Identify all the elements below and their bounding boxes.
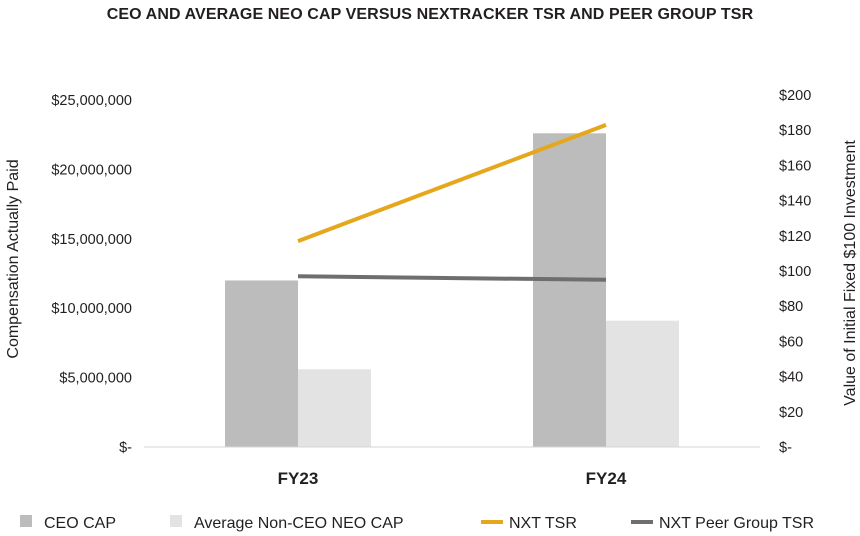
y-tick-label-right: $-: [779, 440, 792, 456]
bar-ceo-cap: [533, 133, 606, 447]
y-tick-label-left: $20,000,000: [51, 162, 132, 178]
legend-label-ceo-cap: CEO CAP: [44, 515, 116, 532]
x-category-label: FY23: [278, 469, 319, 488]
y-tick-label-right: $200: [779, 88, 811, 104]
y-tick-label-left: $15,000,000: [51, 232, 132, 248]
y-tick-label-left: $-: [119, 440, 132, 456]
bar-average-non-ceo-neo-cap: [298, 369, 371, 447]
y-tick-label-right: $60: [779, 334, 803, 350]
y-tick-label-right: $100: [779, 264, 811, 280]
y-tick-label-right: $40: [779, 370, 803, 386]
y-tick-label-left: $25,000,000: [51, 93, 132, 109]
bar-average-non-ceo-neo-cap: [606, 320, 679, 447]
legend-label-nxt-peer-group-tsr: NXT Peer Group TSR: [659, 515, 814, 532]
y-tick-label-left: $10,000,000: [51, 301, 132, 317]
y-axis-title-right: Value of Initial Fixed $100 Investment: [842, 140, 859, 406]
chart-title: CEO AND AVERAGE NEO CAP VERSUS NEXTRACKE…: [106, 6, 754, 23]
y-tick-label-right: $80: [779, 299, 803, 315]
y-axis-title-left: Compensation Actually Paid: [5, 159, 22, 358]
legend-label-nxt-tsr: NXT TSR: [509, 515, 577, 532]
y-tick-label-right: $140: [779, 194, 811, 210]
y-tick-label-right: $120: [779, 229, 811, 245]
y-tick-label-left: $5,000,000: [59, 371, 132, 387]
x-category-label: FY24: [586, 469, 627, 488]
legend-swatch-average-non-ceo-neo-cap: [170, 515, 182, 527]
line-nxt-tsr: [297, 123, 607, 243]
bar-ceo-cap: [225, 280, 298, 447]
legend-swatch-ceo-cap: [20, 515, 32, 527]
y-tick-label-right: $180: [779, 123, 811, 139]
legend-label-average-non-ceo-neo-cap: Average Non-CEO NEO CAP: [194, 515, 404, 532]
y-tick-label-right: $160: [779, 158, 811, 174]
line-nxt-peer-group-tsr: [297, 274, 607, 282]
y-tick-label-right: $20: [779, 405, 803, 421]
